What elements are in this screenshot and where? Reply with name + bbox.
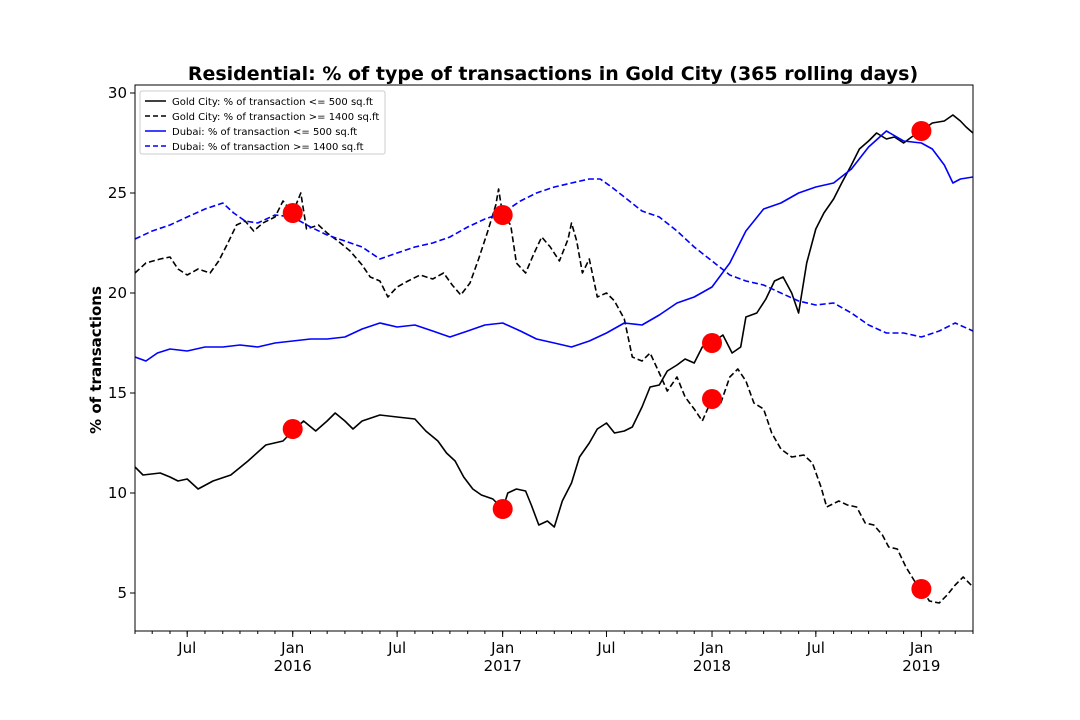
series-line-2 — [135, 188, 973, 604]
legend-box — [139, 90, 386, 155]
y-tick-label: 25 — [108, 184, 127, 202]
x-tick-label: Jan — [699, 639, 723, 657]
event-marker-6 — [702, 389, 722, 409]
y-tick-label: 30 — [108, 84, 127, 102]
x-tick-year-label: 2016 — [274, 657, 312, 675]
y-tick-label: 20 — [108, 284, 127, 302]
event-marker-2 — [282, 419, 303, 439]
chart-title: Residential: % of type of transactions i… — [188, 63, 918, 85]
series-line-3 — [135, 130, 973, 362]
event-marker-4 — [492, 499, 513, 519]
y-tick-label: 10 — [108, 484, 127, 502]
event-marker-3 — [492, 205, 513, 225]
series-layer — [135, 114, 973, 604]
y-tick-label: 15 — [108, 384, 127, 402]
x-tick-label: Jul — [596, 639, 615, 657]
series-line-4 — [135, 178, 973, 338]
legend-label-3: Dubai: % of transaction <= 500 sq.ft — [172, 127, 357, 138]
plot-frame — [134, 84, 974, 632]
series-line-1 — [135, 114, 973, 528]
event-marker-7 — [911, 121, 932, 141]
x-tick-label: Jan — [490, 639, 514, 657]
legend-label-1: Gold City: % of transaction <= 500 sq.ft — [172, 97, 373, 108]
x-tick-label: Jan — [909, 639, 933, 657]
legend: Gold City: % of transaction <= 500 sq.ft… — [139, 90, 386, 155]
y-axis-label: % of transactions — [87, 286, 105, 434]
x-tick-label: Jan — [280, 639, 304, 657]
x-tick-year-label: 2019 — [902, 657, 940, 675]
event-marker-8 — [911, 579, 932, 599]
x-tick-label: Jul — [387, 639, 406, 657]
legend-label-2: Gold City: % of transaction >= 1400 sq.f… — [172, 112, 379, 123]
event-marker-5 — [702, 333, 722, 353]
marker-layer — [282, 121, 932, 599]
x-tick-label: Jul — [177, 639, 196, 657]
x-tick-year-label: 2018 — [693, 657, 731, 675]
y-tick-label: 5 — [117, 584, 127, 602]
event-marker-1 — [282, 203, 303, 223]
x-tick-label: Jul — [806, 639, 825, 657]
legend-label-4: Dubai: % of transaction >= 1400 sq.ft — [172, 142, 364, 153]
x-tick-year-label: 2017 — [484, 657, 522, 675]
